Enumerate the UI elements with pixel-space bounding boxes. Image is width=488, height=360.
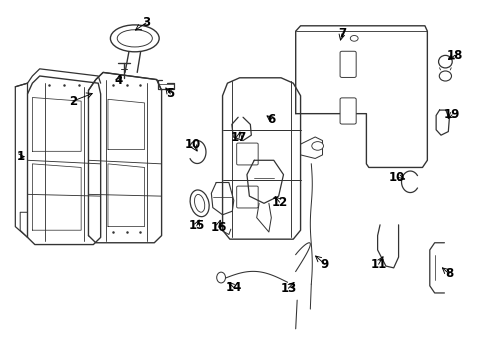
Text: 8: 8 xyxy=(444,267,452,280)
Text: 11: 11 xyxy=(370,258,386,271)
Ellipse shape xyxy=(194,194,204,212)
FancyBboxPatch shape xyxy=(236,143,258,165)
Text: 18: 18 xyxy=(446,49,463,62)
Text: 1: 1 xyxy=(17,150,25,163)
Text: 13: 13 xyxy=(280,282,296,295)
Text: 15: 15 xyxy=(188,219,204,233)
Text: 16: 16 xyxy=(210,221,226,234)
Text: 19: 19 xyxy=(443,108,460,121)
Text: 10: 10 xyxy=(388,171,405,184)
Ellipse shape xyxy=(438,71,450,81)
Text: 2: 2 xyxy=(69,95,77,108)
Text: 10: 10 xyxy=(185,138,201,151)
Text: 6: 6 xyxy=(266,113,275,126)
Circle shape xyxy=(311,141,323,150)
FancyBboxPatch shape xyxy=(339,98,355,124)
FancyBboxPatch shape xyxy=(236,186,258,208)
FancyBboxPatch shape xyxy=(339,51,355,77)
Text: 3: 3 xyxy=(142,17,150,30)
Ellipse shape xyxy=(117,30,152,47)
Text: 14: 14 xyxy=(225,281,242,294)
Text: 9: 9 xyxy=(320,258,328,271)
Ellipse shape xyxy=(110,25,159,52)
Ellipse shape xyxy=(216,272,225,283)
Text: 17: 17 xyxy=(230,131,247,144)
Text: 5: 5 xyxy=(166,87,174,100)
Text: 4: 4 xyxy=(114,74,122,87)
Ellipse shape xyxy=(438,55,451,68)
Text: 7: 7 xyxy=(337,27,346,40)
Circle shape xyxy=(349,36,357,41)
Text: 12: 12 xyxy=(271,196,287,209)
Ellipse shape xyxy=(190,190,209,217)
